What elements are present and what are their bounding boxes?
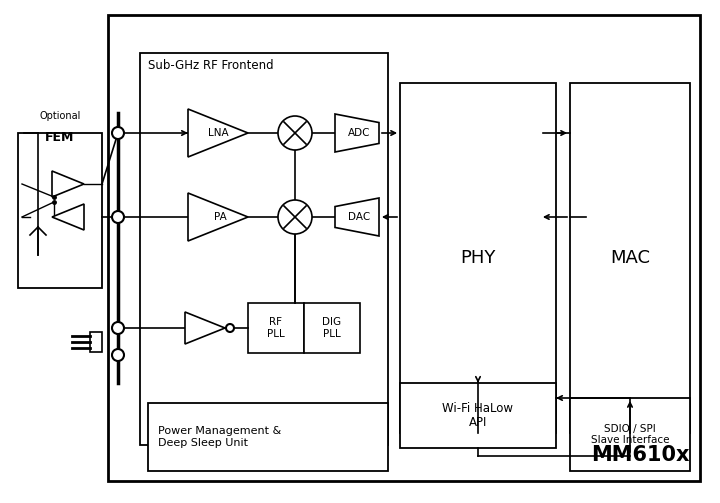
Bar: [570, 83, 690, 433]
Polygon shape: [185, 312, 225, 344]
Bar: [400, 383, 556, 448]
Bar: [90, 332, 102, 352]
Text: MM610x: MM610x: [592, 445, 690, 465]
Bar: [18, 133, 102, 288]
Bar: [140, 53, 388, 445]
Polygon shape: [52, 204, 84, 230]
Text: Power Management &
Deep Sleep Unit: Power Management & Deep Sleep Unit: [158, 426, 282, 448]
Circle shape: [112, 127, 124, 139]
Bar: [304, 303, 360, 353]
Polygon shape: [335, 114, 379, 152]
Polygon shape: [52, 171, 84, 197]
Text: PHY: PHY: [460, 249, 495, 267]
Text: ADC: ADC: [348, 128, 370, 138]
Circle shape: [112, 349, 124, 361]
Text: Sub-GHz RF Frontend: Sub-GHz RF Frontend: [148, 58, 274, 71]
Bar: [400, 83, 556, 433]
Circle shape: [226, 324, 234, 332]
Polygon shape: [188, 193, 248, 241]
Bar: [570, 398, 690, 471]
Text: SDIO / SPI
Slave Interface: SDIO / SPI Slave Interface: [590, 424, 670, 445]
Circle shape: [278, 116, 312, 150]
Circle shape: [112, 211, 124, 223]
Text: PA: PA: [214, 212, 226, 222]
Text: FEM: FEM: [45, 131, 75, 144]
Text: Optional: Optional: [40, 111, 81, 121]
Polygon shape: [335, 198, 379, 236]
Text: DIG
PLL: DIG PLL: [323, 317, 341, 339]
Polygon shape: [188, 109, 248, 157]
Text: Wi-Fi HaLow
API: Wi-Fi HaLow API: [443, 401, 513, 430]
Text: MAC: MAC: [610, 249, 650, 267]
Bar: [248, 303, 304, 353]
Bar: [108, 15, 700, 481]
Circle shape: [112, 322, 124, 334]
Bar: [148, 403, 388, 471]
Circle shape: [278, 200, 312, 234]
Text: RF
PLL: RF PLL: [267, 317, 285, 339]
Text: LNA: LNA: [207, 128, 228, 138]
Text: DAC: DAC: [348, 212, 370, 222]
